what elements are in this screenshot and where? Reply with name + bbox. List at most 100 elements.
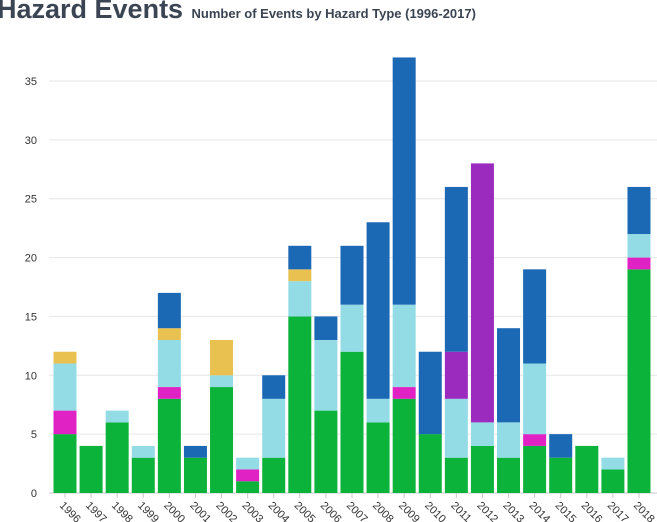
bar-segment [210,387,234,493]
x-tick-label: 2014 [526,500,552,522]
bar-segment [183,457,207,493]
bar-segment [627,257,651,270]
chart-title: Hazard Events [0,0,184,24]
bar-segment [470,445,494,493]
x-tick-label: 2012 [474,500,500,522]
bar-segment [444,457,468,493]
bar-segment [392,387,416,399]
x-tick-label: 1997 [83,500,109,522]
y-tick-label: 25 [25,194,37,206]
x-tick-label: 2017 [605,500,631,522]
bar-segment [157,398,181,493]
bar-segment [131,457,155,493]
x-tick-label: 2013 [500,500,526,522]
x-tick-label: 2002 [213,500,239,522]
bar-segment [236,469,260,482]
bar-segment [183,445,207,458]
y-tick-label: 35 [25,76,37,88]
bar-segment [523,363,547,435]
bar-segment [470,422,494,446]
bar-segment [340,245,364,305]
bar-segment [105,422,129,493]
bar-segment [627,234,651,258]
x-tick-label: 2003 [240,500,266,522]
bar-segment [105,410,129,423]
bar-segment [157,339,181,388]
bar-segment [366,398,390,423]
bar-segment [340,351,364,493]
y-tick-label: 30 [25,135,37,147]
bar-segment [627,186,651,235]
x-tick-label: 2015 [553,500,579,522]
bar-segment [627,269,651,493]
bar-segment [392,398,416,493]
x-tick-label: 2011 [448,500,473,522]
bar-segment [131,445,155,458]
bar-segment [549,434,573,458]
bar-segment [444,351,468,399]
bar-segment [497,328,521,423]
bar-segment [470,163,494,423]
x-tick-label: 2000 [161,500,187,522]
bar-segment [262,375,286,399]
bar-segment [366,422,390,493]
bar-segment [288,316,312,493]
bar-segment [366,222,390,399]
bar-segment [575,445,599,493]
bar-segment [418,434,442,493]
bar-segment [314,316,338,340]
x-tick-label: 2001 [187,500,213,522]
bar-segment [601,457,625,470]
x-tick-label: 2009 [396,500,422,522]
bar-segment [236,457,260,470]
bar-segment [53,351,77,364]
y-tick-label: 10 [25,370,37,382]
bar-segment [288,281,312,317]
chart-header: Hazard Events Number of Events by Hazard… [0,0,476,25]
bar-segment [523,445,547,493]
bar-segment [392,304,416,388]
x-tick-label: 2004 [266,500,292,522]
y-tick-label: 15 [25,311,37,323]
x-tick-label: 2010 [422,500,448,522]
bar-segment [444,186,468,352]
bar-segment [262,457,286,493]
bar-segment [53,434,77,493]
bar-segment [288,269,312,282]
bar-segment [549,457,573,493]
bar-segment [523,269,547,364]
bar-segment [288,245,312,270]
bar-segment [418,351,442,435]
y-tick-label: 20 [25,253,37,265]
bar-segment [314,410,338,493]
bar-segment [340,304,364,352]
x-tick-label: 2007 [344,500,370,522]
x-tick-label: 1999 [135,500,161,522]
x-tick-label: 2008 [370,500,396,522]
chart-subtitle: Number of Events by Hazard Type (1996-20… [191,6,476,21]
x-tick-label: 2016 [579,500,605,522]
y-tick-label: 0 [31,488,37,500]
bar-segment [210,339,234,376]
bar-segment [157,292,181,329]
bar-segment [157,328,181,340]
bar-segment [210,375,234,388]
y-tick-label: 5 [31,429,37,441]
bar-segment [53,410,77,435]
x-tick-label: 1996 [57,500,83,522]
x-tick-label: 2005 [292,500,318,522]
bar-segment [262,398,286,458]
bar-segment [523,434,547,446]
bar-segment [236,481,260,493]
x-tick-label: 1998 [109,500,135,522]
bar-segment [497,422,521,458]
bar-segment [79,445,103,493]
bar-segment [444,398,468,458]
bar-segment [497,457,521,493]
bar-segment [53,363,77,411]
bar-segment [314,339,338,411]
bar-segment [601,469,625,493]
bar-segment [157,387,181,399]
x-tick-label: 2018 [631,500,657,522]
